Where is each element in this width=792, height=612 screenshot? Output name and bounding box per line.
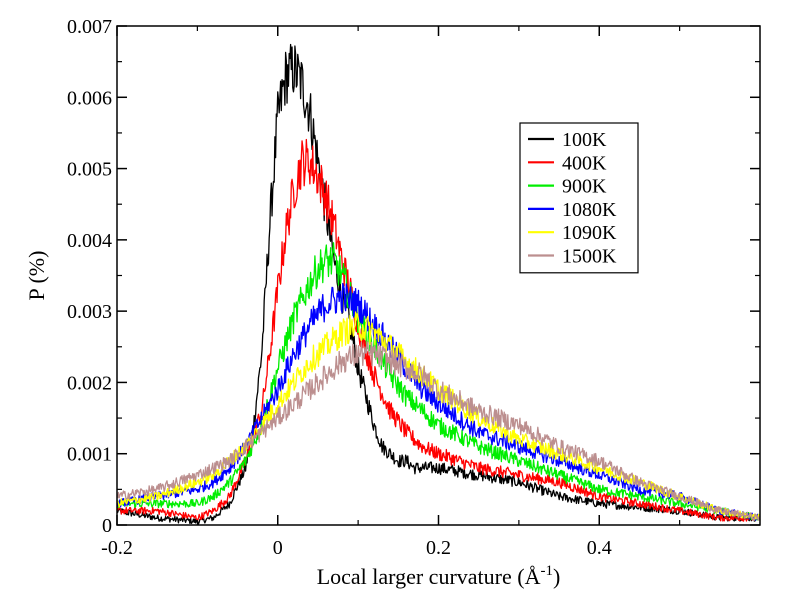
x-tick-label: 0.4: [587, 537, 612, 559]
y-tick-label: 0.002: [67, 372, 112, 394]
x-axis-ticks: -0.2 0 0.2 0.4: [101, 26, 681, 559]
x-tick-label: -0.2: [101, 537, 133, 559]
legend-label: 1080K: [562, 199, 617, 221]
legend-label: 1500K: [562, 246, 617, 268]
x-axis-title: Local larger curvature (Å-1): [317, 563, 561, 589]
series-line-1500K: [116, 341, 761, 521]
y-tick-label: 0.001: [67, 444, 112, 466]
legend-label: 900K: [562, 176, 607, 198]
series-line-1090K: [116, 311, 761, 521]
series-line-400K: [116, 138, 761, 522]
x-tick-label: 0: [273, 537, 283, 559]
series-line-900K: [116, 242, 761, 521]
y-tick-label: 0.007: [67, 16, 112, 38]
legend-label: 1090K: [562, 222, 617, 244]
y-tick-label: 0.005: [67, 159, 112, 181]
series-lines: [116, 43, 761, 525]
legend-label: 400K: [562, 152, 607, 174]
y-axis-ticks: 0 0.001 0.002 0.003 0.004 0.005 0.006 0.007: [67, 16, 760, 537]
y-axis-title: P (%): [24, 251, 49, 301]
legend-label: 100K: [562, 129, 607, 151]
y-tick-label: 0.004: [67, 230, 112, 252]
y-tick-label: 0: [102, 515, 112, 537]
series-line-1080K: [116, 282, 761, 521]
y-tick-label: 0.006: [67, 87, 112, 109]
y-tick-label: 0.003: [67, 301, 112, 323]
x-tick-label: 0.2: [426, 537, 451, 559]
legend-box: [519, 122, 639, 274]
